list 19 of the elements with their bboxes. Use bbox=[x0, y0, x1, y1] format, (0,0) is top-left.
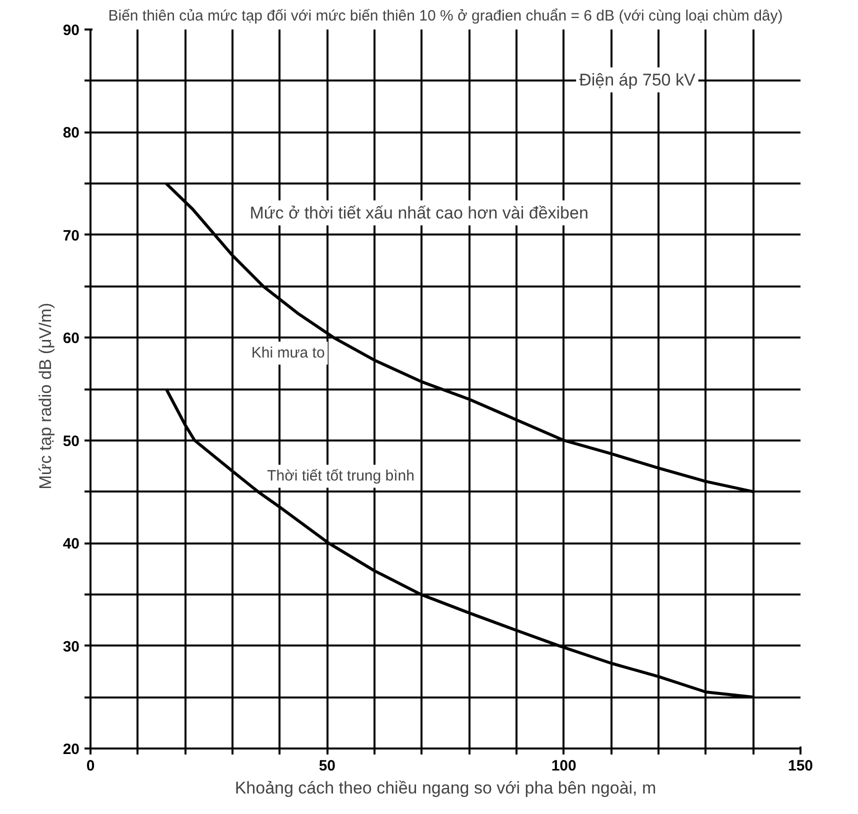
y-tick-label: 60 bbox=[62, 330, 80, 348]
y-tick-label: 30 bbox=[62, 638, 80, 656]
x-axis-title: Khoảng cách theo chiều ngang so với pha bên ngoài, m bbox=[234, 778, 656, 798]
y-axis-title: Mức tạp radio dB (μV/m) bbox=[36, 302, 55, 490]
chart-title: Biến thiên của mức tạp đối với mức biến thiên 10 % ở građien chuẩn = 6 dB (với cùng loại chùm dây) bbox=[108, 8, 783, 24]
x-tick-label: 150 bbox=[788, 758, 814, 774]
x-tick-label: 100 bbox=[551, 758, 576, 774]
y-tick-label: 80 bbox=[62, 124, 80, 142]
x-tick-label: 50 bbox=[318, 758, 336, 774]
annotation: Mức ở thời tiết xấu nhất cao hơn vài đềxiben bbox=[250, 203, 588, 222]
annotation: Điện áp 750 kV bbox=[579, 70, 696, 90]
annotation: Khi mưa to bbox=[251, 344, 325, 362]
y-tick-label: 40 bbox=[62, 536, 80, 553]
y-tick-label: 50 bbox=[62, 432, 80, 450]
y-tick-label: 20 bbox=[62, 741, 80, 758]
y-tick-label: 70 bbox=[62, 227, 80, 244]
annotation: Thời tiết tốt trung bình bbox=[267, 468, 414, 485]
x-tick-label: 0 bbox=[86, 758, 95, 774]
y-tick-label: 90 bbox=[62, 22, 80, 39]
